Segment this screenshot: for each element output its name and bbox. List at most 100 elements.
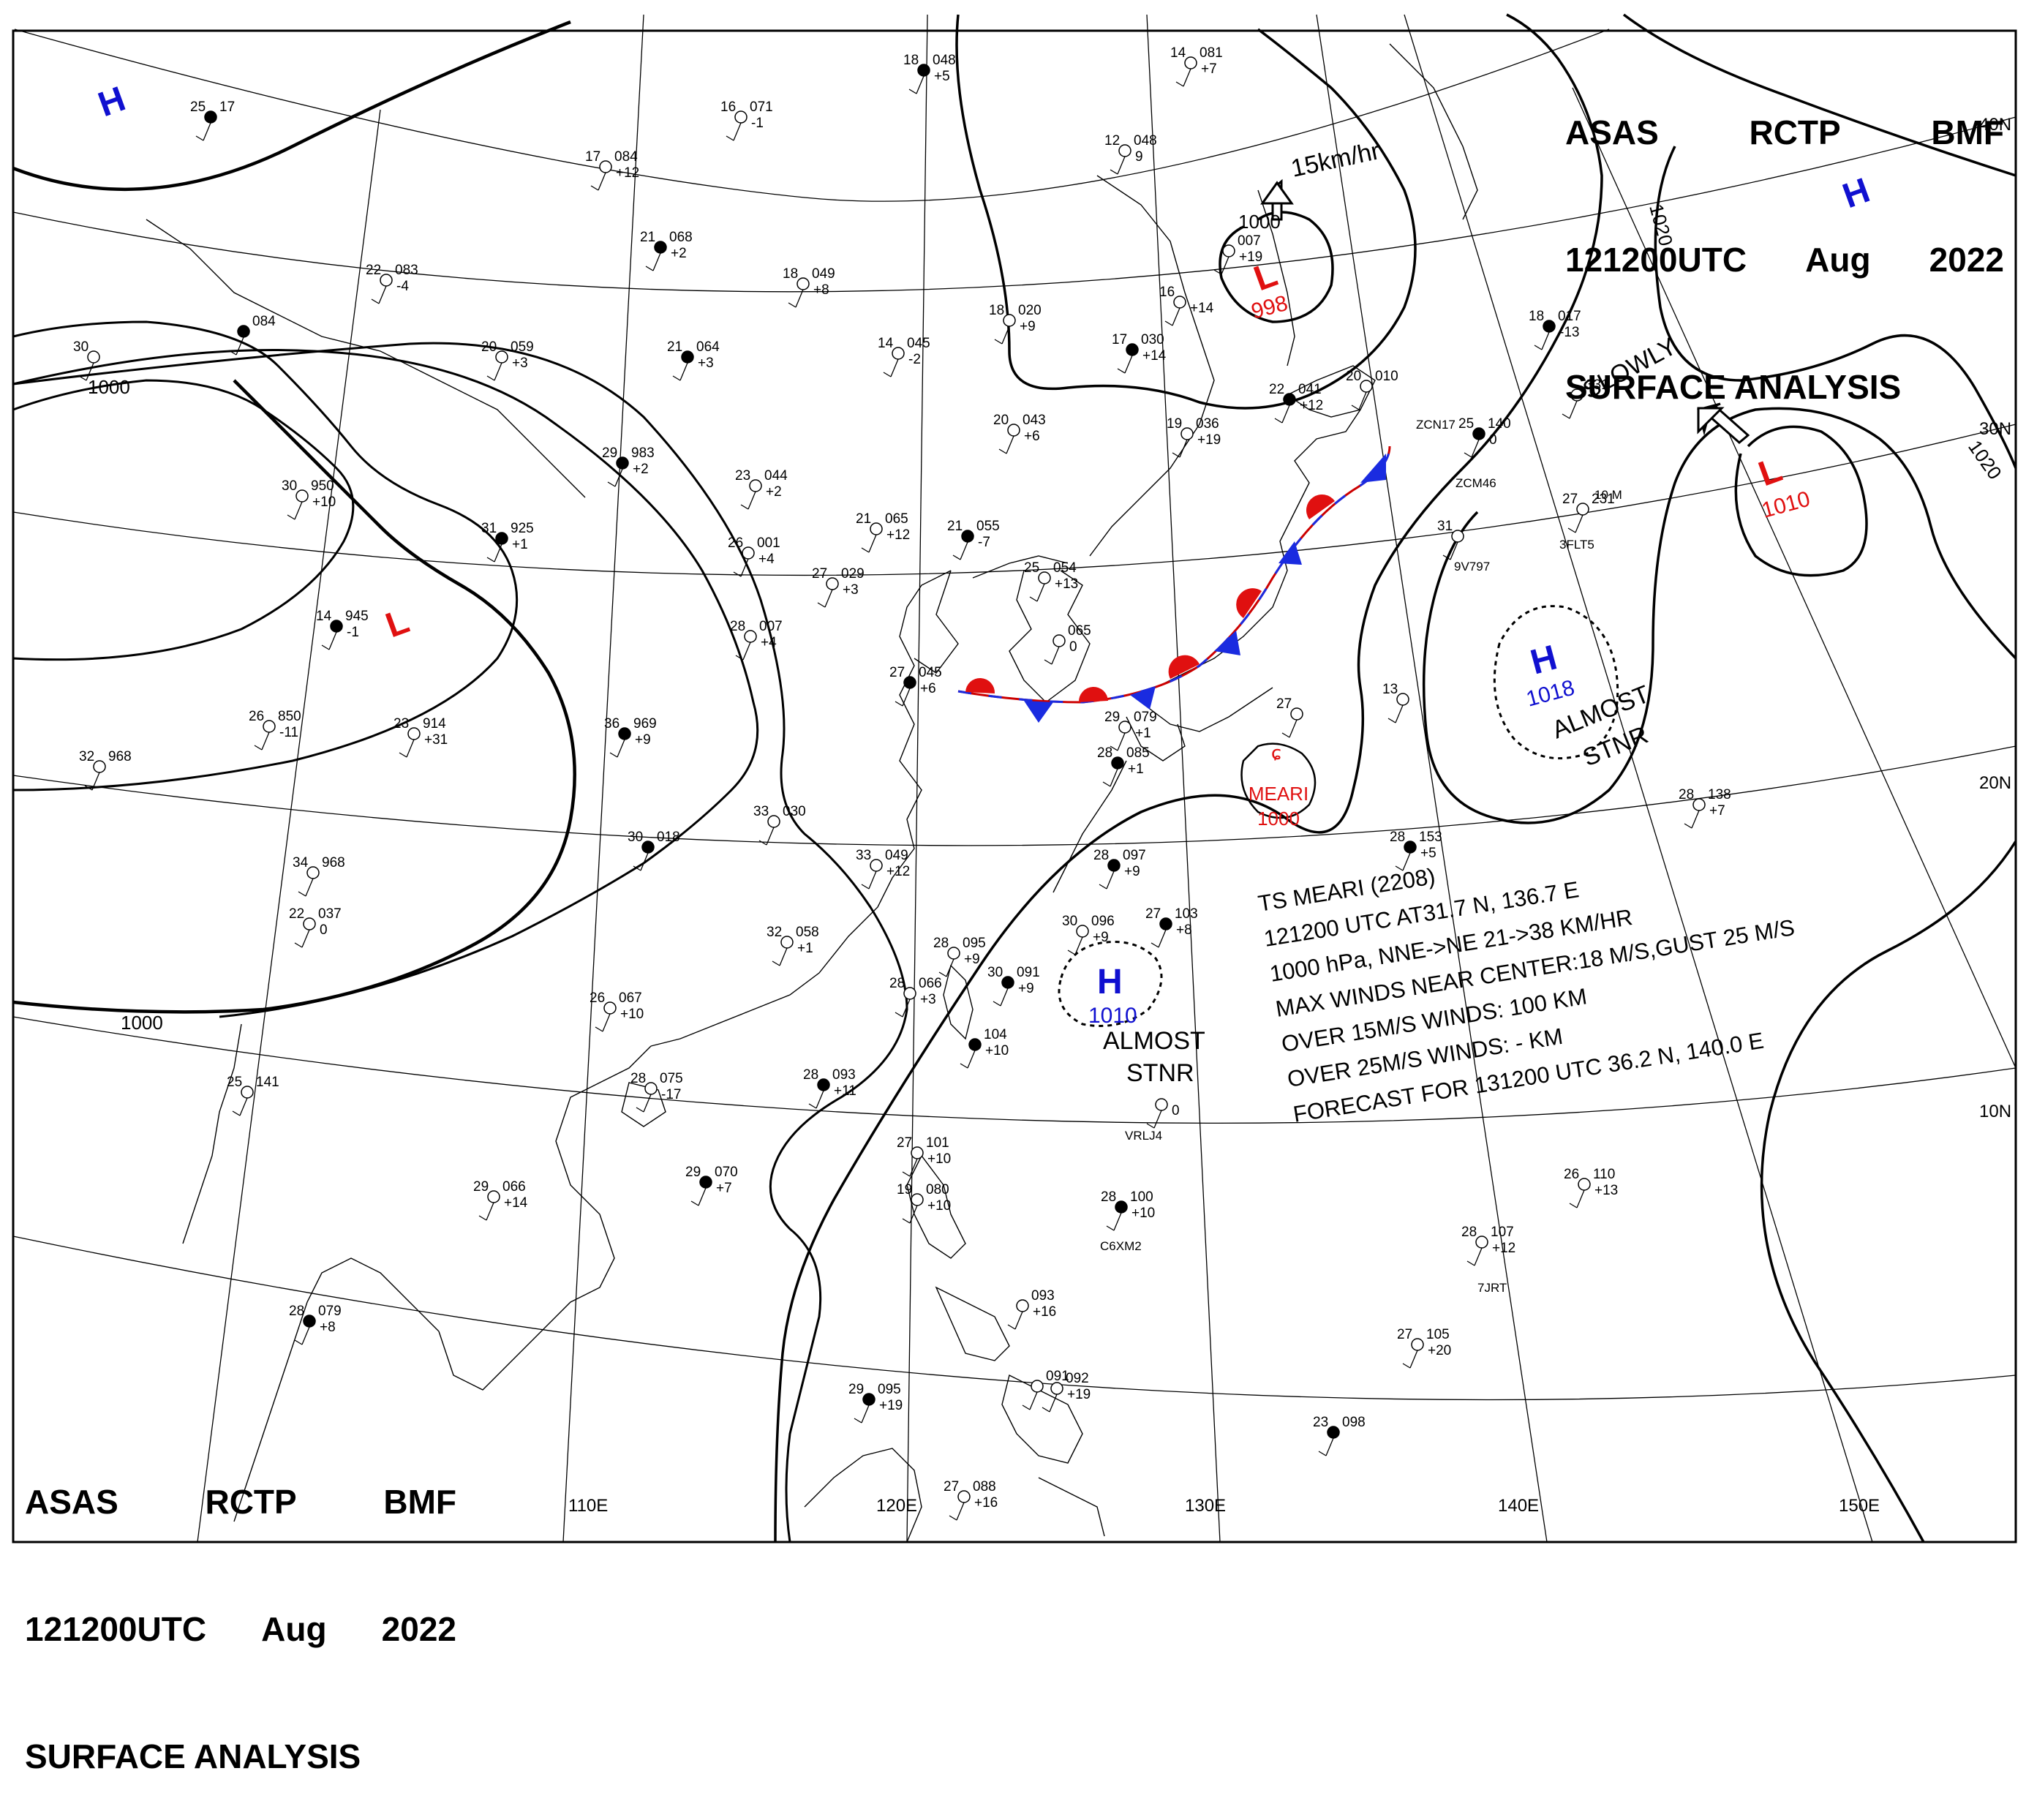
- station-pressure: 070: [715, 1165, 738, 1180]
- wind-barb: [1151, 929, 1167, 948]
- wind-barb: [726, 122, 742, 141]
- station-pressure: 850: [278, 709, 301, 724]
- wind-barb: [294, 1326, 310, 1345]
- station-plot: 28 097+9: [1093, 848, 1146, 890]
- station-tendency: +4: [761, 635, 777, 650]
- wind-barb: [321, 631, 337, 650]
- station-tendency: +19: [1197, 432, 1221, 448]
- station-plot: 25 141: [227, 1075, 279, 1116]
- station-plot: 26 110+13: [1564, 1167, 1618, 1208]
- wind-barb: [1029, 583, 1045, 602]
- station-pressure: 045: [907, 336, 930, 351]
- station-temperature: 31: [481, 521, 497, 536]
- station-tendency: +9: [1018, 981, 1034, 996]
- station-pressure: 048: [933, 53, 956, 68]
- station-circle: [1472, 427, 1485, 440]
- station-plot: 26 067+10: [590, 990, 644, 1032]
- station-tendency: 0: [1172, 1103, 1180, 1118]
- station-plot: 27 029+3: [812, 566, 865, 608]
- station-circle: [1111, 756, 1124, 770]
- ship-id: 7JRT: [1477, 1281, 1507, 1295]
- station-temperature: 23: [393, 716, 409, 732]
- station-tendency: +12: [1492, 1241, 1515, 1256]
- station-pressure: 107: [1491, 1225, 1514, 1240]
- station-temperature: 30: [282, 478, 297, 494]
- high-center-symbol: H: [1097, 963, 1123, 1001]
- station-temperature: 28: [803, 1067, 818, 1083]
- station-temperature: 21: [667, 339, 682, 355]
- wind-barb: [908, 75, 924, 94]
- station-plot: 21 068+2: [640, 230, 693, 271]
- station-tendency: -1: [347, 625, 359, 640]
- wind-barb: [960, 1050, 976, 1069]
- station-circle: [917, 64, 930, 77]
- typhoon-bulletin: TS MEARI (2208) 121200 UTC AT31.7 N, 136…: [1257, 863, 1796, 1127]
- station-temperature: 27: [897, 1135, 912, 1151]
- station-pressure: 093: [1031, 1288, 1055, 1304]
- station-temperature: 33: [856, 848, 871, 863]
- station-circle: [780, 936, 794, 949]
- station-plot: 27 103+8: [1145, 906, 1198, 948]
- station-tendency: -13: [1559, 325, 1579, 340]
- parallel-50n: [14, 29, 1610, 202]
- station-temperature: 28: [1101, 1189, 1116, 1205]
- wind-barb: [1395, 852, 1411, 871]
- station-temperature: 26: [728, 535, 743, 551]
- station-plot: 28 079+8: [289, 1304, 342, 1345]
- station-plot: 28 107+12: [1461, 1225, 1515, 1266]
- station-temperature: 29: [848, 1382, 864, 1397]
- coastline-bohai: [914, 570, 959, 674]
- station-tendency: -7: [978, 535, 990, 550]
- isobars: [12, 13, 2017, 1543]
- station-plot: 18 048+5: [903, 53, 956, 94]
- station-circle: [749, 479, 762, 492]
- station-circle: [903, 987, 916, 1000]
- wind-barb: [949, 1502, 965, 1521]
- station-temperature: 27: [889, 665, 905, 680]
- station-pressure: 017: [1558, 309, 1581, 324]
- typhoon-meari: ɕ MEARI 1000: [1249, 742, 1308, 830]
- wind-barb: [1213, 256, 1229, 275]
- footer-time: 121200UTC: [25, 1610, 207, 1648]
- station-temperature: 23: [1313, 1415, 1328, 1430]
- station-pressure: 091: [1046, 1369, 1069, 1384]
- low-pressure-value: 998: [1249, 291, 1290, 324]
- station-plot: 21 055-7: [947, 519, 1000, 560]
- station-plot: 30 096+9: [1062, 914, 1115, 955]
- header-time: 121200UTC: [1565, 241, 1747, 279]
- station-tendency: -2: [908, 352, 921, 367]
- lon-label-110e: 110E: [568, 1496, 608, 1516]
- station-circle: [1180, 427, 1194, 440]
- station-tendency: +9: [1093, 930, 1109, 945]
- meridian-150e: [1404, 14, 1873, 1543]
- station-temperature: 28: [933, 936, 949, 951]
- station-temperature: 34: [293, 855, 309, 870]
- ship-ids: ZCM46 9V797 3FLT5 ZCN17 VRLJ4 C6XM2 7JRT…: [1100, 418, 1622, 1295]
- station-plot: 32 058+1: [767, 925, 819, 966]
- coastline-hainan: [621, 1082, 666, 1127]
- station-pressure: 066: [502, 1179, 526, 1195]
- station-tendency: +7: [716, 1181, 732, 1196]
- station-plot: 32 968: [79, 749, 132, 791]
- station-circle: [1290, 707, 1303, 721]
- station-circle: [699, 1176, 712, 1189]
- wind-barb: [1044, 646, 1060, 665]
- station-circle: [1052, 634, 1066, 647]
- station-circle: [742, 546, 755, 560]
- cold-mark: [1279, 541, 1302, 565]
- wind-barb: [993, 988, 1009, 1007]
- station-circle: [1050, 1382, 1063, 1395]
- station-plot: 20 043+6: [993, 413, 1046, 454]
- station-pressure: 001: [757, 535, 780, 551]
- station-tendency: +13: [1594, 1183, 1618, 1198]
- station-temperature: 19: [1167, 416, 1182, 432]
- station-circle: [817, 1078, 830, 1091]
- coastline-borneo: [804, 1448, 922, 1543]
- station-plot: 34 968: [293, 855, 345, 897]
- parallel-10n: [12, 1016, 2016, 1124]
- station-circle: [237, 325, 250, 338]
- station-temperature: 17: [1112, 332, 1127, 347]
- wind-barb: [1022, 1391, 1038, 1410]
- station-pressure: 049: [885, 848, 908, 863]
- wind-barb: [294, 929, 310, 948]
